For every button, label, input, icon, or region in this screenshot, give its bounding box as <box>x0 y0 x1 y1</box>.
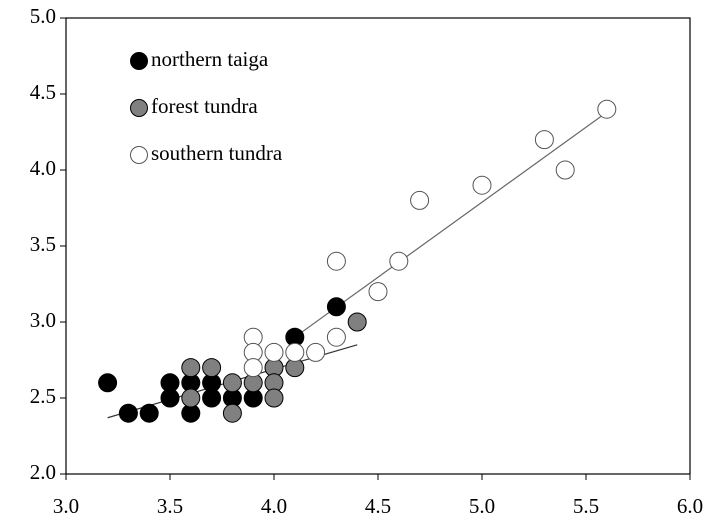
point <box>118 403 138 423</box>
point <box>181 388 201 408</box>
point <box>597 99 617 119</box>
point <box>326 327 346 347</box>
legend-label: northern taiga <box>151 47 269 71</box>
point <box>347 312 367 332</box>
point <box>160 388 180 408</box>
point <box>202 358 222 378</box>
point <box>264 388 284 408</box>
point <box>534 130 554 150</box>
trend-line <box>294 111 608 338</box>
point <box>472 175 492 195</box>
point <box>264 342 284 362</box>
point <box>285 342 305 362</box>
legend-marker <box>130 99 148 117</box>
legend-marker <box>130 52 148 70</box>
point <box>222 403 242 423</box>
x-tick-label: 4.5 <box>365 494 391 518</box>
point <box>326 297 346 317</box>
legend-marker <box>130 146 148 164</box>
y-tick-label: 2.5 <box>30 384 56 408</box>
point <box>98 373 118 393</box>
y-tick-label: 3.0 <box>30 308 56 332</box>
point <box>389 251 409 271</box>
point <box>368 282 388 302</box>
y-tick-label: 2.0 <box>30 460 56 484</box>
point <box>181 358 201 378</box>
x-tick-label: 4.0 <box>261 494 287 518</box>
legend-label: southern tundra <box>151 141 283 165</box>
point <box>555 160 575 180</box>
point <box>202 388 222 408</box>
point <box>139 403 159 423</box>
x-tick-label: 6.0 <box>677 494 703 518</box>
point <box>222 373 242 393</box>
y-tick-label: 5.0 <box>30 4 56 28</box>
plot-frame <box>65 17 691 475</box>
point <box>243 358 263 378</box>
x-tick-label: 3.5 <box>157 494 183 518</box>
y-tick-label: 3.5 <box>30 232 56 256</box>
point <box>410 190 430 210</box>
y-tick-label: 4.0 <box>30 156 56 180</box>
y-tick-label: 4.5 <box>30 80 56 104</box>
x-tick-label: 3.0 <box>53 494 79 518</box>
x-tick-label: 5.5 <box>573 494 599 518</box>
x-tick-label: 5.0 <box>469 494 495 518</box>
legend-label: forest tundra <box>151 94 258 118</box>
point <box>326 251 346 271</box>
point <box>306 342 326 362</box>
